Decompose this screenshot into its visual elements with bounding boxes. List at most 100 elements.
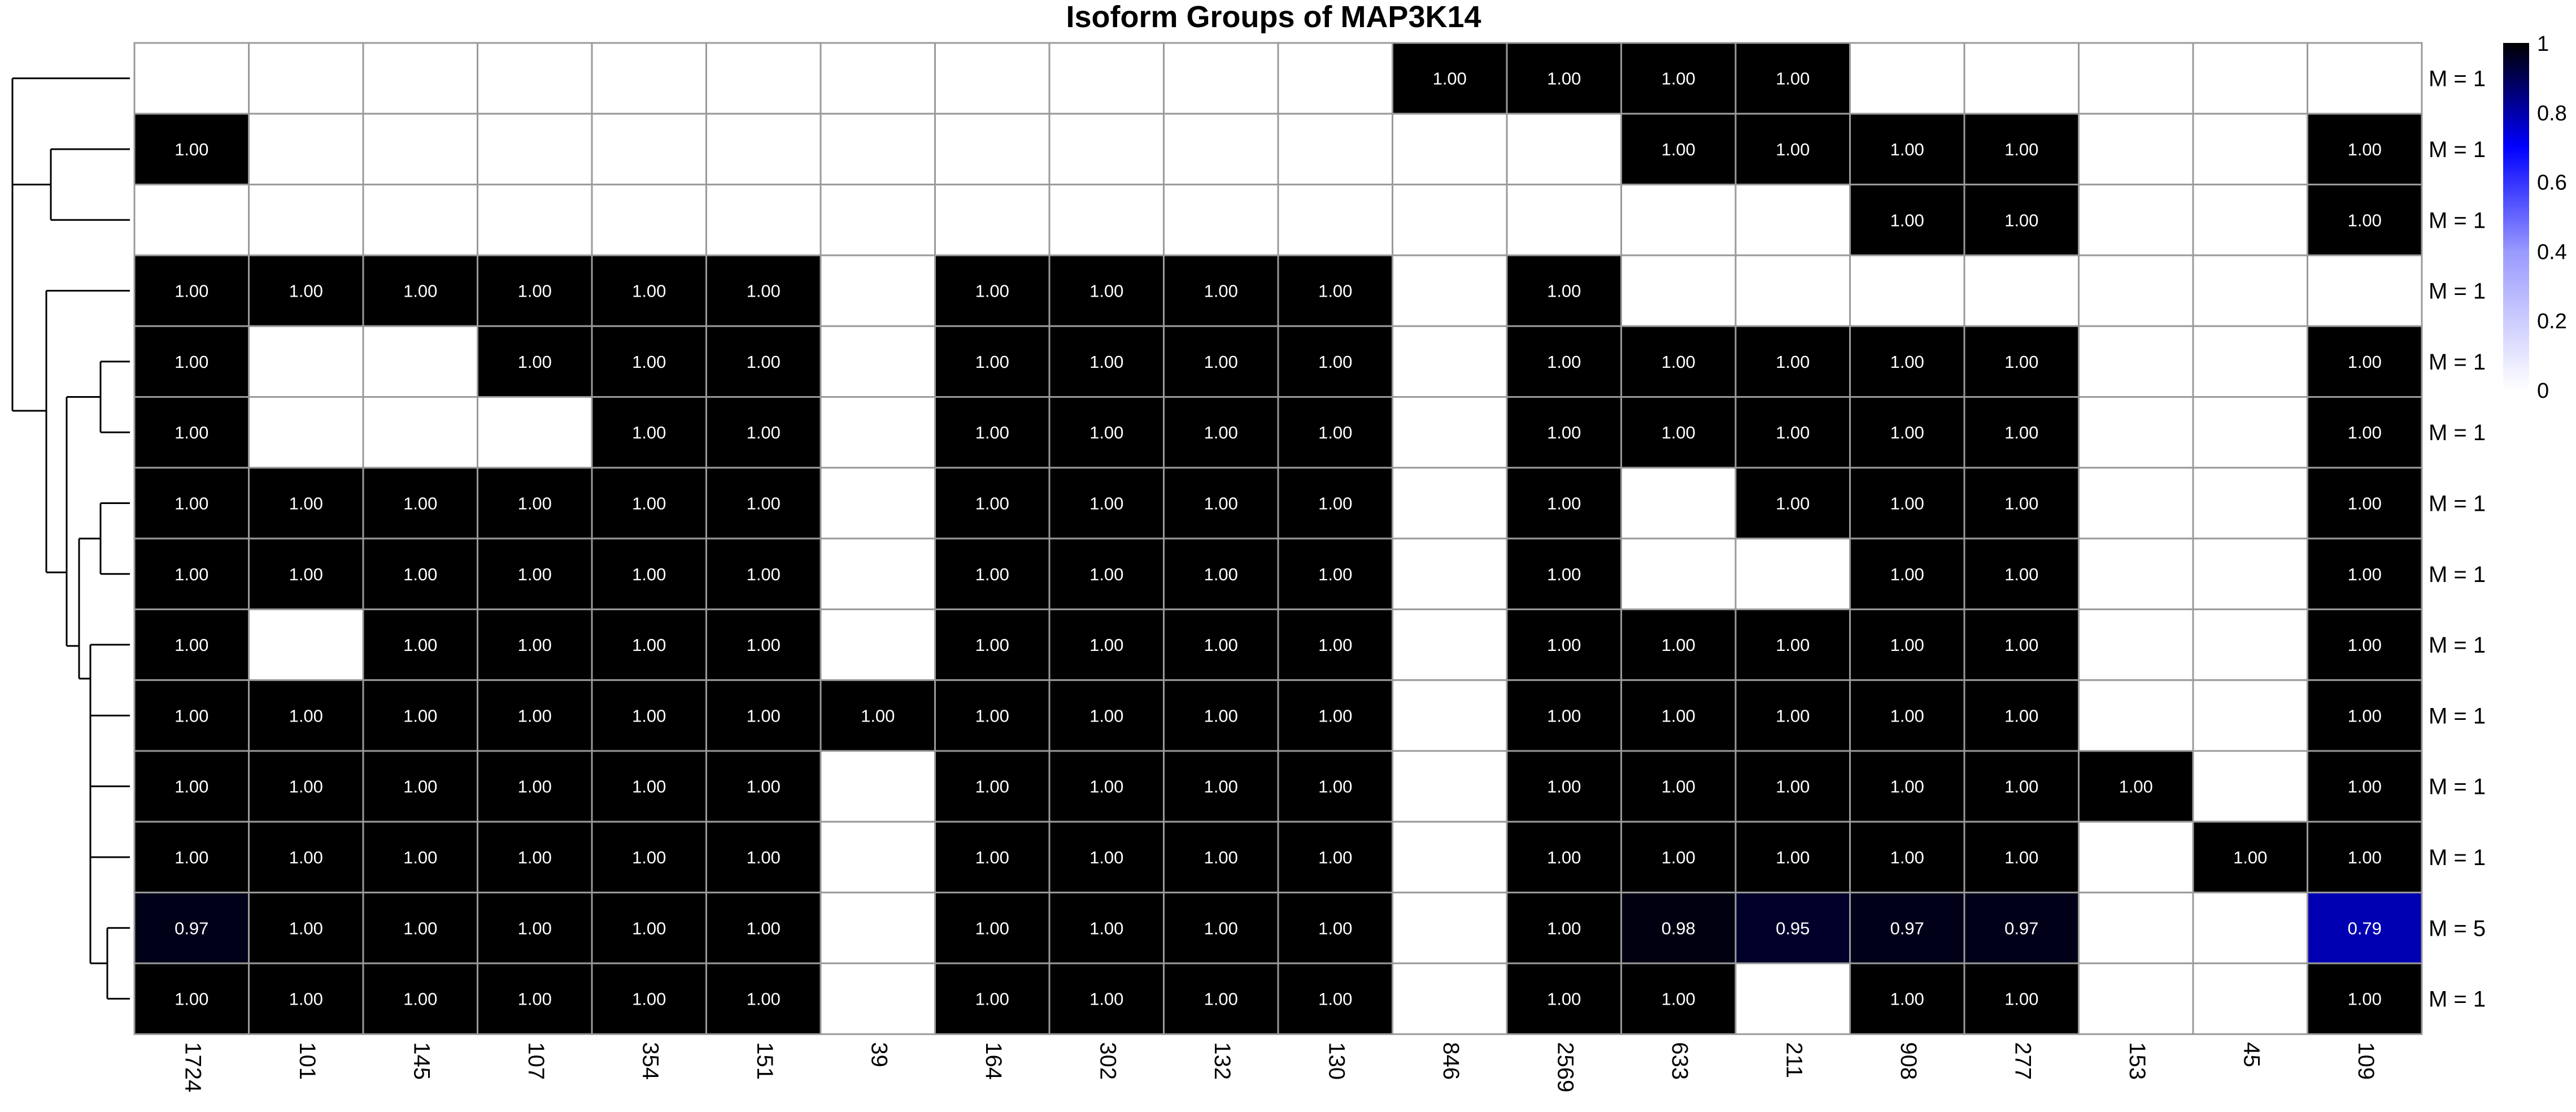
cell-value-label: 1.00 xyxy=(1776,352,1810,372)
heatmap-cell xyxy=(1163,820,1279,894)
heatmap-cell xyxy=(820,820,936,894)
heatmap-cell xyxy=(1048,892,1165,965)
cell-value-label: 1.00 xyxy=(632,848,666,867)
row-label: M = 1 xyxy=(2429,987,2486,1012)
column-label: 153 xyxy=(2125,1042,2150,1080)
cell-value-label: 1.00 xyxy=(403,564,437,584)
heatmap-cell xyxy=(1392,608,1508,681)
heatmap-cell xyxy=(2192,112,2308,186)
cell-value-label: 1.00 xyxy=(1204,564,1238,584)
heatmap-cell xyxy=(705,892,822,965)
cell-value-label: 0.97 xyxy=(175,918,208,938)
cell-value-label: 1.00 xyxy=(632,281,666,301)
cell-value-label: 1.00 xyxy=(975,352,1009,372)
cell-value-label: 1.00 xyxy=(1547,423,1581,442)
heatmap-cell xyxy=(1392,254,1508,327)
heatmap-cell xyxy=(1163,112,1279,186)
heatmap-cell xyxy=(248,184,364,257)
colorbar-tick-label: 0 xyxy=(2537,379,2549,403)
cell-value-label: 1.00 xyxy=(1547,352,1581,372)
heatmap-cell xyxy=(248,254,364,327)
heatmap-cell xyxy=(1163,254,1279,327)
heatmap-cell xyxy=(820,396,936,469)
heatmap-cell xyxy=(2192,608,2308,681)
heatmap-cell xyxy=(1392,112,1508,186)
heatmap-cell xyxy=(362,820,478,894)
heatmap-cell xyxy=(248,608,364,681)
column-label: 2569 xyxy=(1553,1042,1578,1092)
heatmap-cell xyxy=(820,254,936,327)
cell-value-label: 1.00 xyxy=(175,564,208,584)
heatmap-cell xyxy=(1048,962,1165,1035)
cell-value-label: 1.00 xyxy=(1433,69,1467,89)
heatmap-cell xyxy=(1620,962,1737,1035)
cell-value-label: 1.00 xyxy=(1204,493,1238,513)
cell-value-label: 1.00 xyxy=(975,423,1009,442)
heatmap-cell xyxy=(362,962,478,1035)
cell-value-label: 1.00 xyxy=(1318,352,1352,372)
cell-value-label: 0.79 xyxy=(2348,918,2382,938)
row-label: M = 5 xyxy=(2429,916,2486,941)
heatmap-cell xyxy=(934,112,1051,186)
heatmap-cell xyxy=(705,396,822,469)
cell-value-label: 1.00 xyxy=(2004,423,2038,442)
cell-value-label: 1.00 xyxy=(747,989,781,1009)
cell-value-label: 1.00 xyxy=(1890,564,1924,584)
cell-value-label: 1.00 xyxy=(175,423,208,442)
cell-value-label: 1.00 xyxy=(1089,706,1123,726)
cell-value-label: 1.00 xyxy=(1776,635,1810,655)
cell-value-label: 1.00 xyxy=(2348,140,2382,159)
column-label: 908 xyxy=(1896,1042,1921,1080)
cell-value-label: 1.00 xyxy=(289,281,323,301)
cell-value-label: 1.00 xyxy=(175,777,208,797)
cell-value-label: 1.00 xyxy=(632,635,666,655)
cell-value-label: 1.00 xyxy=(2004,848,2038,867)
column-label: 277 xyxy=(2011,1042,2035,1080)
heatmap-cell xyxy=(2078,112,2194,186)
heatmap-cell xyxy=(934,42,1051,115)
heatmap-cell xyxy=(248,396,364,469)
cell-value-label: 1.00 xyxy=(975,918,1009,938)
heatmap-cell xyxy=(248,892,364,965)
cell-value-label: 1.00 xyxy=(1662,69,1695,89)
cell-value-label: 1.00 xyxy=(1890,352,1924,372)
colorbar-legend: 1 0.8 0.6 0.4 0.2 0 xyxy=(2503,32,2567,403)
heatmap-cell xyxy=(2192,325,2308,398)
cell-value-label: 1.00 xyxy=(1318,493,1352,513)
cell-value-label: 1.00 xyxy=(1318,423,1352,442)
heatmap-cell xyxy=(1506,325,1622,398)
heatmap-cell xyxy=(705,820,822,894)
cell-value-label: 1.00 xyxy=(632,989,666,1009)
cell-value-label: 1.00 xyxy=(2004,140,2038,159)
heatmap-cell xyxy=(133,679,250,752)
cell-value-label: 1.00 xyxy=(2004,777,2038,797)
cell-value-label: 1.00 xyxy=(1662,777,1695,797)
heatmap-cell xyxy=(1048,396,1165,469)
heatmap-cell xyxy=(591,184,707,257)
colorbar-tick-label: 0.6 xyxy=(2537,171,2567,195)
cell-value-label: 1.00 xyxy=(518,706,552,726)
cell-value-label: 1.00 xyxy=(2004,210,2038,230)
cell-value-label: 1.00 xyxy=(1318,635,1352,655)
heatmap-cell xyxy=(2078,892,2194,965)
column-label: 302 xyxy=(1096,1042,1121,1080)
heatmap-cell xyxy=(133,892,250,965)
heatmap-cell xyxy=(2078,325,2194,398)
heatmap-cell xyxy=(2192,820,2308,894)
cell-value-label: 1.00 xyxy=(289,777,323,797)
row-labels: M = 1 M = 1 M = 1 M = 1 M = 1 M = 1 M = 1 M = 1… xyxy=(2429,67,2486,1012)
cell-value-label: 1.00 xyxy=(175,635,208,655)
cell-value-label: 1.00 xyxy=(1204,918,1238,938)
heatmap-cell xyxy=(1963,112,2080,186)
heatmap-cell xyxy=(362,750,478,823)
cell-value-label: 1.00 xyxy=(2348,848,2382,867)
cell-value-label: 1.00 xyxy=(1547,848,1581,867)
cell-value-label: 1.00 xyxy=(747,706,781,726)
cell-value-label: 1.00 xyxy=(1089,989,1123,1009)
cell-value-label: 1.00 xyxy=(1089,423,1123,442)
column-label: 145 xyxy=(409,1042,434,1080)
cell-value-label: 1.00 xyxy=(1547,918,1581,938)
cell-value-label: 1.00 xyxy=(2348,352,2382,372)
heatmap-cell xyxy=(705,467,822,540)
cell-value-label: 1.00 xyxy=(403,706,437,726)
